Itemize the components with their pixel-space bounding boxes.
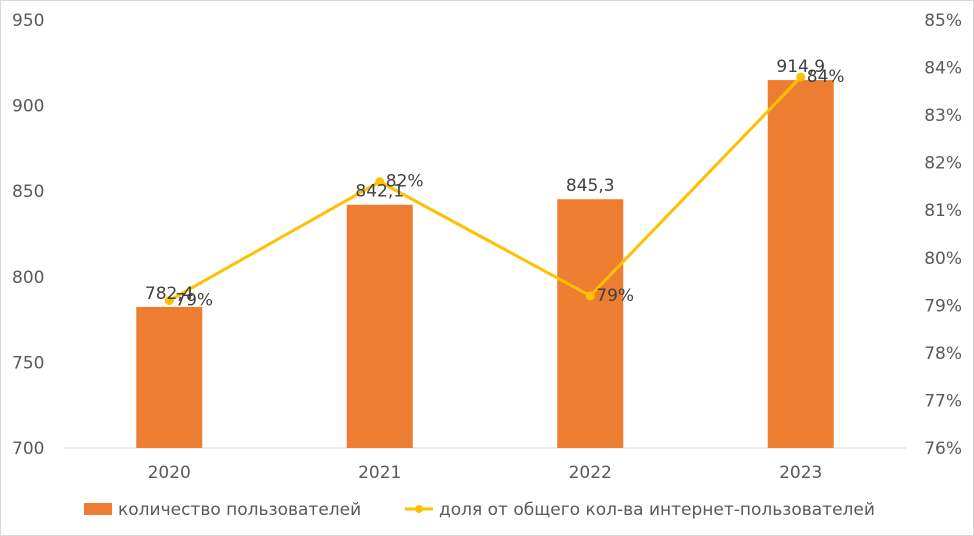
x-axis: 2020 2021 2022 2023: [148, 463, 823, 483]
legend: количество пользователей доля от общего …: [84, 500, 875, 520]
bar: [557, 199, 624, 448]
x-axis-tick-label: 2020: [148, 463, 191, 483]
series-line: [168, 76, 802, 302]
line-point: [164, 296, 174, 306]
right-axis-tick-label: 85%: [924, 11, 962, 31]
line-data-label: 82%: [386, 172, 424, 192]
right-axis-tick-label: 81%: [924, 201, 962, 221]
right-axis-tick-label: 76%: [924, 439, 962, 459]
bar: [346, 204, 413, 448]
x-axis-tick-label: 2021: [358, 463, 401, 483]
line-point: [585, 291, 595, 301]
legend-swatch-marker: [415, 505, 423, 513]
line-series: [164, 72, 806, 306]
bar-data-label: 842,1: [355, 182, 404, 202]
right-axis: 76% 77% 78% 79% 80% 81% 82% 83% 84% 85%: [924, 11, 962, 459]
x-axis-tick-label: 2022: [569, 463, 612, 483]
left-axis-tick-label: 700: [12, 439, 44, 459]
left-axis-tick-label: 950: [12, 11, 44, 31]
left-axis: 700 750 800 850 900 950: [12, 11, 44, 459]
legend-swatch-bar: [84, 503, 112, 515]
right-axis-tick-label: 82%: [924, 154, 962, 174]
legend-label-bar: количество пользователей: [118, 500, 361, 520]
left-axis-tick-label: 750: [12, 353, 44, 373]
line-data-label: 79%: [175, 291, 213, 311]
right-axis-tick-label: 78%: [924, 344, 962, 364]
line-point: [796, 72, 806, 82]
bar-data-label: 914,9: [776, 57, 825, 77]
x-axis-tick-label: 2023: [779, 463, 822, 483]
bar-series: [136, 80, 834, 449]
right-axis-tick-label: 77%: [924, 391, 962, 411]
bar-data-label: 845,3: [566, 176, 615, 196]
line-data-label: 84%: [807, 67, 845, 87]
right-axis-tick-label: 80%: [924, 249, 962, 269]
bar: [136, 306, 203, 448]
right-axis-tick-label: 79%: [924, 296, 962, 316]
line-point: [375, 177, 385, 187]
right-axis-tick-label: 83%: [924, 106, 962, 126]
right-axis-tick-label: 84%: [924, 59, 962, 79]
bar-data-label: 782,4: [145, 284, 194, 304]
line-data-labels: 79% 82% 79% 84%: [175, 67, 844, 311]
left-axis-tick-label: 850: [12, 182, 44, 202]
legend-label-line: доля от общего кол-ва интернет-пользоват…: [439, 500, 875, 520]
bar-data-labels: 782,4 842,1 845,3 914,9: [145, 57, 825, 304]
line-data-label: 79%: [596, 286, 634, 306]
left-axis-tick-label: 900: [12, 97, 44, 117]
left-axis-tick-label: 800: [12, 268, 44, 288]
bar: [767, 80, 834, 449]
